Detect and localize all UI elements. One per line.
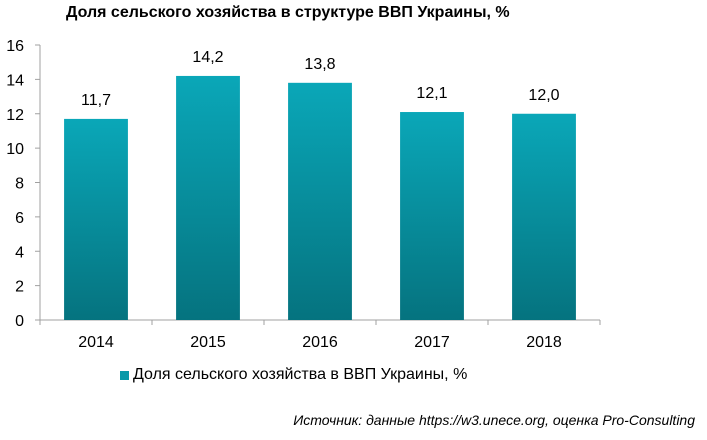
bar-2015 <box>176 75 240 320</box>
x-tick-label: 2018 <box>526 334 562 351</box>
data-label-2018: 12,0 <box>528 87 559 104</box>
source-note: Источник: данные https://w3.unece.org, о… <box>293 412 695 428</box>
y-tick-label: 8 <box>15 176 24 193</box>
y-tick-label: 10 <box>6 141 24 158</box>
x-tick-label: 2014 <box>78 334 114 351</box>
y-tick-label: 6 <box>15 210 24 227</box>
x-tick-label: 2016 <box>302 334 338 351</box>
x-tick-label: 2017 <box>414 334 450 351</box>
y-tick-label: 14 <box>6 72 24 89</box>
legend-label: Доля сельского хозяйства в ВВП Украины, … <box>133 366 468 383</box>
bar-2017 <box>400 112 464 320</box>
data-label-2017: 12,1 <box>416 85 447 102</box>
legend: Доля сельского хозяйства в ВВП Украины, … <box>120 366 467 384</box>
legend-swatch <box>120 370 129 380</box>
bar-2014 <box>64 118 128 320</box>
y-tick-label: 2 <box>15 279 24 296</box>
y-tick-label: 4 <box>15 244 24 261</box>
data-labels: 11,7 14,2 13,8 12,1 12,0 <box>81 49 560 109</box>
bar-2018 <box>512 113 576 320</box>
x-axis: 2014 2015 2016 2017 2018 <box>39 319 601 351</box>
y-axis: 0 2 4 6 8 10 12 14 16 <box>6 38 41 330</box>
data-label-2015: 14,2 <box>192 49 223 66</box>
data-label-2016: 13,8 <box>304 56 335 73</box>
bars <box>64 75 576 320</box>
y-tick-label: 16 <box>6 38 24 55</box>
data-label-2014: 11,7 <box>81 92 111 109</box>
y-tick-label: 12 <box>6 107 24 124</box>
y-tick-label: 0 <box>15 313 24 330</box>
bar-2016 <box>288 82 352 320</box>
x-tick-label: 2015 <box>190 334 226 351</box>
chart-title: Доля сельского хозяйства в структуре ВВП… <box>66 4 510 21</box>
